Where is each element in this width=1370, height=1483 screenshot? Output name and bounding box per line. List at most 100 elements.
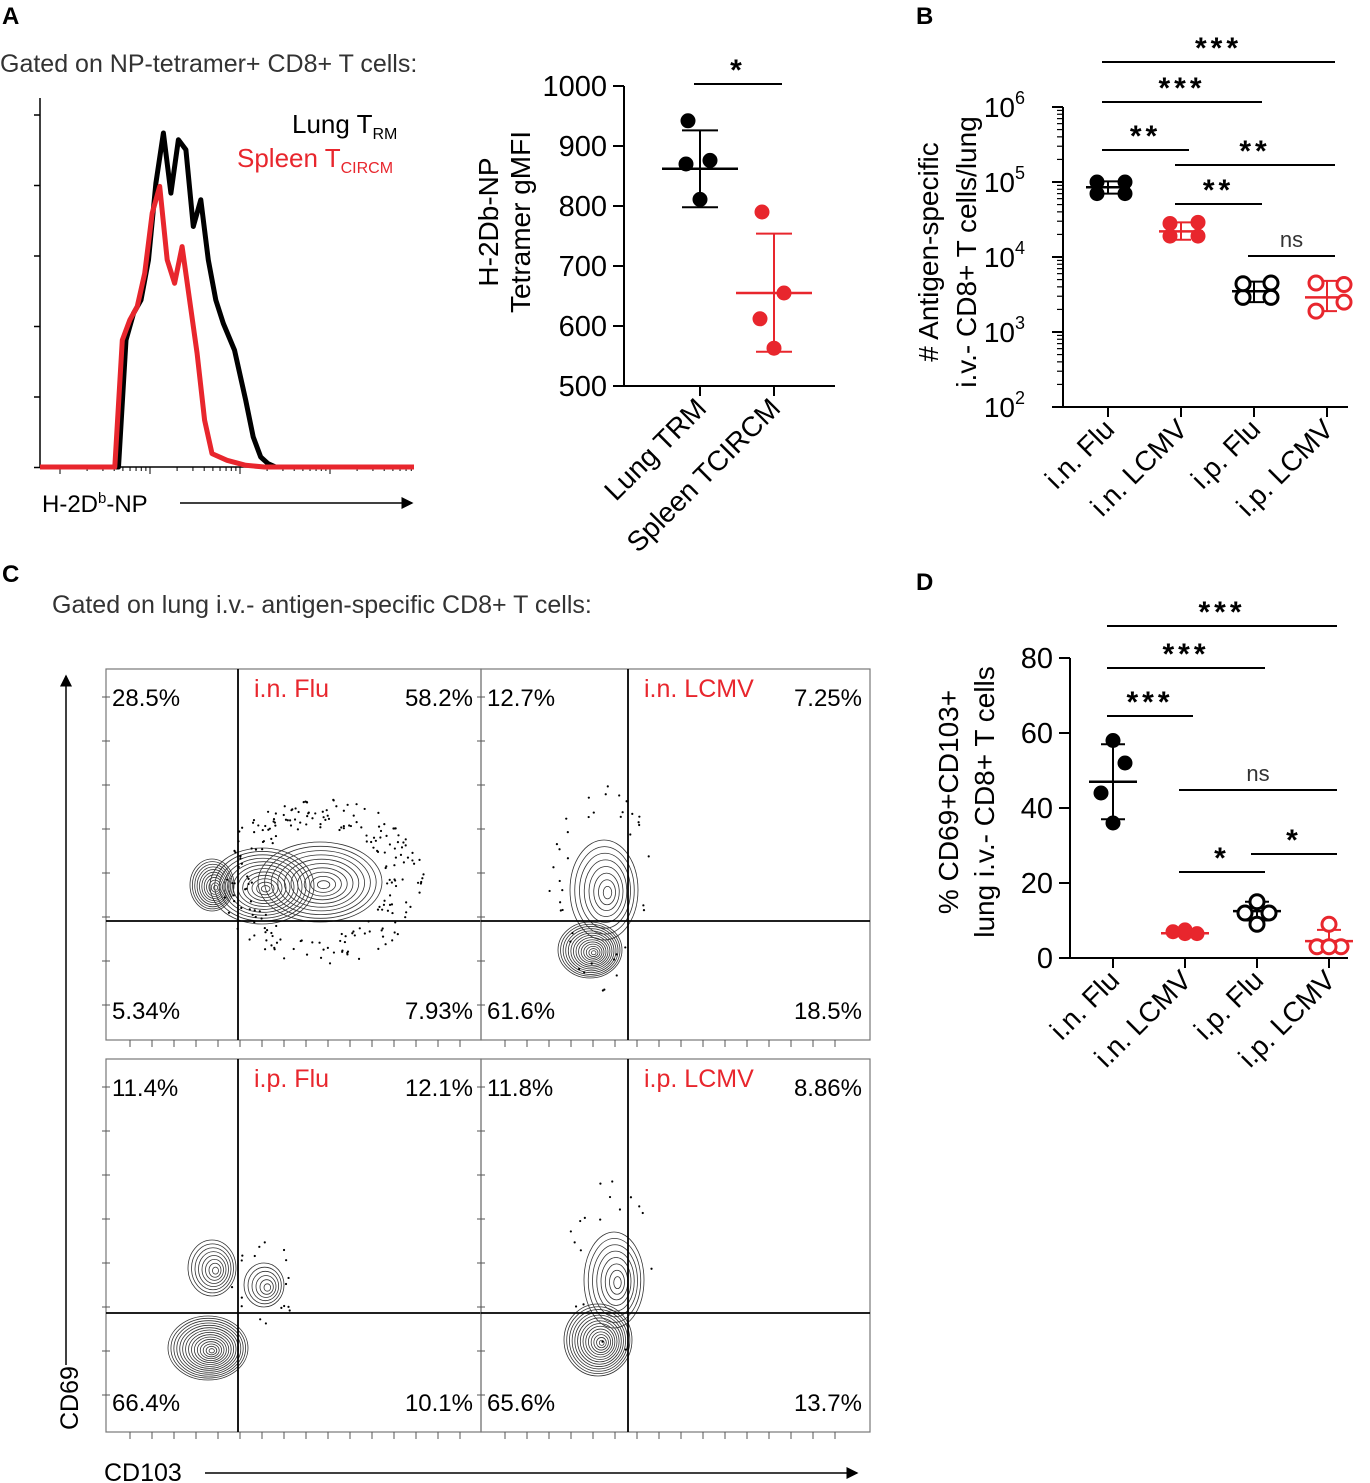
data-point (1093, 785, 1109, 801)
event-dot (346, 950, 350, 953)
contour-line (562, 926, 619, 975)
event-dot (418, 858, 421, 861)
event-dot (631, 812, 634, 815)
event-dot (401, 878, 404, 881)
contour-line (592, 1244, 638, 1318)
data-point (1234, 288, 1252, 306)
event-dot (322, 816, 325, 819)
contour-line (205, 1258, 224, 1281)
event-dot (258, 910, 261, 913)
flow-plot-i-n-lcmv: i.n. LCMV 12.7% 7.25% 61.6% 18.5% (477, 668, 871, 1047)
event-dot (326, 946, 329, 949)
contour-line (201, 1255, 227, 1284)
event-dot (569, 940, 572, 943)
event-dot (393, 878, 396, 881)
data-point (1117, 755, 1133, 771)
data-point (1177, 922, 1193, 938)
event-dot (287, 1305, 290, 1308)
contour-line (170, 1317, 246, 1379)
contour-line (218, 854, 307, 919)
event-dot (342, 809, 345, 812)
event-dot (582, 1303, 585, 1306)
event-dot (379, 836, 382, 839)
contour-line (199, 869, 228, 904)
contour-line (566, 1306, 631, 1375)
event-dot (404, 838, 407, 841)
contour-line (176, 1322, 242, 1375)
contour-line (188, 1331, 232, 1367)
event-dot (579, 1219, 582, 1223)
event-dot (270, 837, 273, 840)
y-axis-label: lung i.v.- CD8+ T cells (969, 666, 1000, 938)
flow-plot-i-p-flu: i.p. Flu 11.4% 12.1% 66.4% 10.1% (102, 1058, 482, 1439)
significance-label: ** (1130, 120, 1161, 153)
significance-label: ns (1246, 761, 1269, 786)
event-dot (385, 834, 388, 837)
contour-line (260, 885, 271, 893)
data-point (1190, 214, 1206, 230)
y-tick-label: 80 (1021, 643, 1053, 675)
event-dot (283, 957, 286, 960)
event-dot (283, 805, 286, 808)
contour-line (583, 1231, 645, 1329)
event-dot (305, 953, 309, 956)
contour-line (587, 1237, 642, 1323)
quadrant-ul-pct: 11.8% (487, 1075, 553, 1102)
significance-label: * (730, 54, 746, 87)
event-dot (226, 878, 229, 881)
contour-line (316, 880, 331, 890)
flow-plot-i-p-lcmv: i.p. LCMV 11.8% 8.86% 65.6% 13.7% (477, 1058, 871, 1439)
contour-line (575, 937, 609, 966)
contour-line (598, 1339, 605, 1346)
event-dot (257, 824, 260, 827)
event-dot (240, 1259, 243, 1262)
contour-line (257, 841, 383, 923)
event-dot (608, 1195, 612, 1199)
event-dot (394, 827, 397, 830)
event-dot (233, 849, 236, 853)
event-dot (348, 824, 351, 827)
flow-plot-title: i.n. Flu (254, 675, 329, 703)
contour-line (182, 1327, 237, 1371)
contour-line (574, 846, 635, 935)
contour-line (189, 858, 235, 912)
event-dot (271, 841, 274, 845)
contour-line (609, 1269, 625, 1295)
event-dot (558, 848, 561, 851)
panel-c-xlabel: CD103 (104, 1459, 182, 1483)
quadrant-ul-pct: 11.4% (112, 1075, 178, 1102)
event-dot (252, 818, 256, 822)
panel-a-histogram (34, 98, 414, 474)
event-dot (558, 879, 561, 883)
event-dot (571, 932, 574, 935)
event-dot (250, 881, 253, 884)
event-dot (341, 950, 344, 953)
event-dot (638, 1205, 641, 1208)
y-tick-label: 106 (984, 88, 1025, 123)
contour-line (283, 858, 360, 908)
panel-a-gate-text: Gated on NP-tetramer+ CD8+ T cells: (0, 50, 417, 78)
y-tick-label: 700 (559, 251, 607, 283)
contour-line (585, 1325, 616, 1358)
panel-a-legend-lung: Lung TRM (292, 109, 397, 143)
event-dot (406, 856, 410, 859)
event-dot (421, 877, 424, 880)
event-dot (283, 1304, 286, 1308)
flow-plot-title: i.p. LCMV (644, 1065, 754, 1093)
panel-letter-d: D (916, 569, 933, 596)
event-dot (612, 958, 616, 961)
event-dot (353, 934, 356, 937)
event-dot (342, 827, 345, 830)
event-dot (279, 938, 282, 941)
panel-letter-b: B (916, 3, 933, 30)
event-dot (247, 877, 250, 880)
event-dot (318, 941, 321, 944)
significance-label: * (1286, 824, 1302, 857)
event-dot (259, 1318, 262, 1321)
event-dot (253, 1254, 256, 1258)
event-dot (292, 947, 295, 951)
event-dot (247, 882, 250, 886)
event-dot (322, 948, 325, 951)
quadrant-lr-pct: 10.1% (405, 1390, 473, 1417)
contour-line (270, 850, 371, 915)
